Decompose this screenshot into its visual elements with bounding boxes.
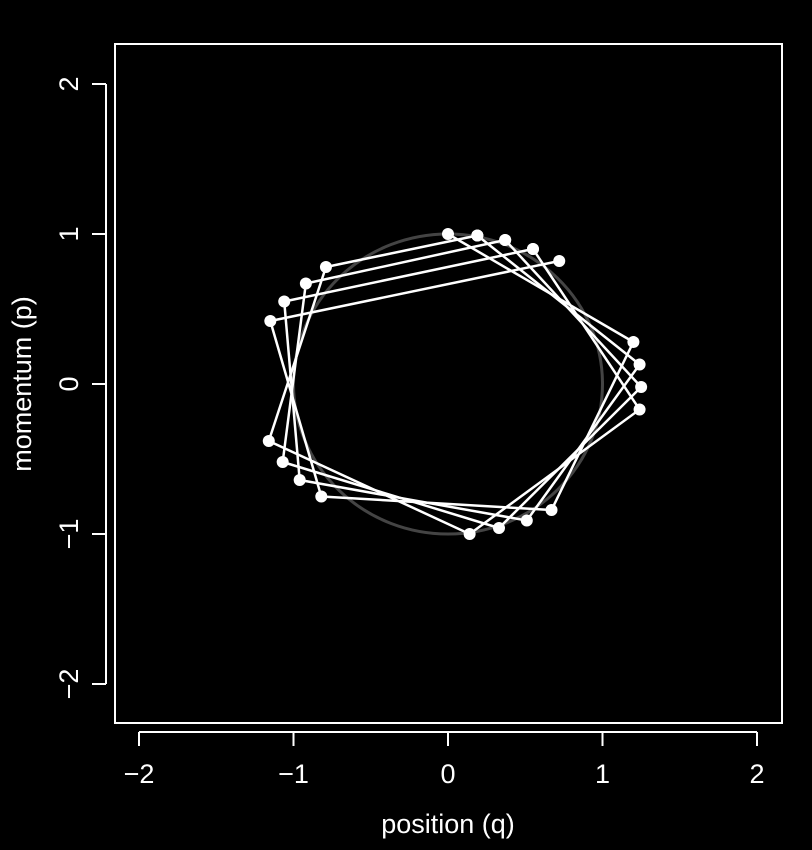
data-point-s1-5	[264, 315, 277, 327]
chart-marks	[262, 228, 648, 540]
data-point-s2-4	[293, 474, 306, 486]
data-point-s3-4	[276, 456, 289, 468]
series-line-4	[267, 234, 641, 536]
chart-axes: −2 −1 0 1 2 −2 −1 0 1 2	[54, 76, 765, 789]
x-tick-label: 0	[440, 759, 455, 789]
data-point-s3-6	[499, 234, 512, 246]
series-line-3	[281, 238, 643, 530]
data-point-s3-5	[299, 277, 312, 290]
data-point-s2-3	[520, 514, 533, 527]
x-tick-label: 1	[595, 759, 610, 789]
data-point-s4-3	[463, 528, 476, 540]
data-point-s1-2	[627, 336, 640, 348]
data-point-s2-2	[633, 358, 646, 371]
data-point-s3-2	[635, 381, 648, 393]
y-axis-label: momentum (p)	[7, 296, 37, 472]
y-tick-label: 1	[54, 226, 84, 241]
data-point-s4-2	[633, 403, 646, 416]
x-axis-label: position (q)	[381, 809, 515, 839]
data-point-s4-1	[526, 243, 539, 255]
plot-frame	[114, 43, 783, 724]
x-tick-label: −2	[124, 759, 155, 789]
data-point-s4-5	[319, 261, 332, 273]
data-point-s1-3	[545, 504, 558, 516]
x-tick-label: 2	[749, 759, 764, 789]
y-tick-label: −1	[54, 519, 84, 550]
y-tick-label: −2	[54, 669, 84, 700]
data-point-s4-6	[471, 229, 484, 242]
data-point-s3-3	[492, 522, 505, 534]
data-point-s1-4	[315, 490, 328, 503]
y-tick-label: 0	[54, 376, 84, 391]
data-point-s4-4	[262, 435, 275, 447]
data-point-s2-5	[278, 295, 291, 308]
x-tick-label: −1	[278, 759, 309, 789]
y-tick-label: 2	[54, 76, 84, 91]
data-point-s1-1	[442, 228, 454, 240]
data-point-s1-6	[553, 255, 566, 267]
series-line-2	[282, 234, 641, 522]
